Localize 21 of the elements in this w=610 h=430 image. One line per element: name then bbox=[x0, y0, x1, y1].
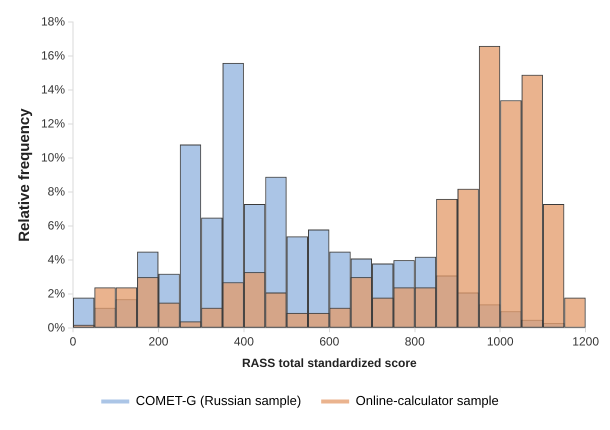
legend-label: Online-calculator sample bbox=[356, 393, 499, 408]
legend-label: COMET-G (Russian sample) bbox=[136, 393, 302, 408]
y-tick-label: 10% bbox=[40, 150, 66, 164]
y-tick-label: 14% bbox=[40, 82, 66, 96]
y-tick-label: 8% bbox=[48, 184, 66, 198]
x-tick-label: 1000 bbox=[486, 334, 514, 349]
y-tick-label: 2% bbox=[48, 286, 66, 300]
y-tick-label: 6% bbox=[48, 218, 66, 232]
x-axis-title: RASS total standardized score bbox=[242, 356, 418, 370]
y-tick-label: 0% bbox=[48, 320, 66, 335]
x-tick-label: 400 bbox=[234, 334, 254, 349]
x-tick-label: 1200 bbox=[572, 334, 600, 349]
x-tick-label: 200 bbox=[148, 334, 169, 349]
x-tick-label: 600 bbox=[319, 334, 340, 349]
x-tick-label: 800 bbox=[404, 334, 426, 349]
y-tick-label: 16% bbox=[40, 48, 66, 62]
y-tick-label: 12% bbox=[40, 116, 66, 130]
y-axis-title: Relative frequency bbox=[16, 108, 34, 242]
y-tick-label: 18% bbox=[40, 14, 66, 28]
x-tick-label: 0 bbox=[70, 334, 77, 349]
y-tick-label: 4% bbox=[48, 252, 66, 266]
